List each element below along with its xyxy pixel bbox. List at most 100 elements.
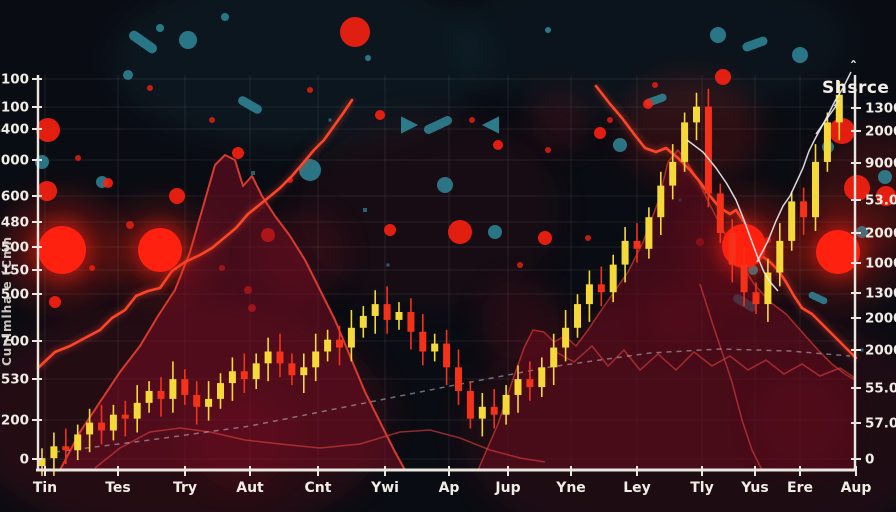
left-axis-tick-label: 4500 — [0, 240, 29, 256]
right-axis-tick-label: 1300 — [865, 101, 896, 117]
candle-body-up — [133, 402, 141, 419]
red-dot-particle — [448, 220, 472, 244]
candle-body-down — [98, 422, 105, 431]
red-dot-particle — [643, 99, 653, 109]
x-axis-tick-label: Tly — [690, 480, 713, 496]
teal-dot-particle — [613, 138, 627, 152]
x-axis-tick-label: Yne — [555, 480, 586, 496]
red-dot-particle — [49, 296, 61, 308]
red-dot-particle — [36, 118, 60, 142]
left-axis-tick-label: 1100 — [0, 72, 29, 88]
x-axis-tick-label: Yus — [740, 480, 768, 496]
candle-body-up — [312, 351, 320, 368]
red-dot-particle — [715, 69, 731, 85]
trend-line-falling — [594, 84, 858, 360]
left-axis-tick-label: 1500 — [0, 287, 29, 303]
x-axis-tick-label: Ley — [623, 480, 651, 496]
candle-body-up — [812, 161, 819, 218]
area-inner-line-steep_line — [699, 283, 763, 471]
x-axis-tick-label: Tin — [33, 480, 57, 496]
teal-square-particle — [328, 118, 332, 122]
candle-body-down — [240, 371, 248, 380]
teal-capsule-particle — [742, 36, 768, 52]
right-axis-tick-label: 9000 — [865, 156, 896, 172]
red-glow-dot — [816, 230, 860, 274]
right-axis-tick-label: 53.00 — [865, 193, 896, 209]
teal-capsule-particle — [128, 30, 158, 54]
candle-body-up — [621, 240, 629, 265]
red-dot-particle — [75, 155, 81, 161]
teal-dot-particle — [488, 225, 502, 239]
candle-body-down — [800, 201, 808, 218]
candle-body-up — [788, 201, 796, 241]
candle-body-up — [657, 185, 665, 218]
candle-body-up — [645, 217, 653, 249]
candle-body-down — [336, 339, 343, 348]
red-dot-particle — [469, 117, 475, 123]
right-axis-tick-label: 1000 — [865, 256, 896, 272]
candle-body-up — [38, 458, 46, 467]
x-axis-tick-label: Try — [173, 480, 197, 496]
teal-dot-particle — [365, 55, 371, 61]
candle-body-up — [478, 406, 486, 419]
dashed-baseline — [54, 348, 851, 453]
candle-body-up — [574, 304, 581, 328]
candle-body-up — [550, 347, 558, 368]
left-axis-tick-label: 2700 — [0, 334, 29, 350]
candle-body-up — [823, 122, 831, 162]
candle-body-down — [407, 312, 415, 332]
left-axis-tick-label: 1480 — [0, 215, 29, 231]
right-axis-title: Shsrce — [822, 78, 890, 98]
teal-capsule-particle — [238, 96, 262, 114]
candle-body-up — [217, 383, 224, 399]
teal-dot-particle — [179, 31, 197, 49]
teal-dot-particle — [123, 70, 133, 80]
candle-body-up — [74, 434, 82, 451]
red-dot-particle — [876, 186, 896, 206]
candle-body-up — [538, 367, 546, 388]
x-axis-tick-label: Aup — [841, 480, 872, 496]
x-axis-tick-label: Jup — [494, 480, 520, 496]
red-dot-particle — [844, 175, 870, 201]
candle-body-up — [669, 161, 677, 186]
candle-body-up — [776, 240, 784, 273]
red-dot-particle — [517, 262, 523, 268]
candle-body-up — [835, 94, 843, 123]
trend-line-rising — [36, 98, 354, 370]
teal-dot-particle — [545, 27, 551, 33]
teal-capsule-particle — [808, 291, 828, 305]
right-axis-tick-label: 0 — [865, 452, 874, 468]
teal-dot-particle — [156, 24, 164, 32]
x-axis-tick-label: Tes — [105, 480, 131, 496]
red-dot-particle — [37, 181, 57, 201]
teal-dot-particle — [878, 170, 892, 184]
left-axis-tick-label: 2100 — [0, 100, 29, 116]
x-axis-tick-label: Aut — [236, 480, 264, 496]
candle-body-up — [562, 327, 570, 348]
red-dot-particle — [384, 224, 396, 236]
candle-body-down — [276, 351, 284, 364]
teal-square-particle — [363, 208, 367, 212]
candle-body-down — [288, 363, 296, 376]
candle-body-down — [728, 233, 736, 265]
candle-body-down — [455, 367, 462, 391]
left-axis-tick-label: 6600 — [0, 189, 29, 205]
annotation-line-rising — [756, 71, 852, 263]
red-glow-dot — [138, 228, 182, 272]
candle-body-down — [62, 446, 70, 451]
candle-body-up — [145, 391, 153, 403]
teal-triangle-icon — [481, 116, 499, 134]
teal-dot-particle — [792, 47, 808, 63]
teal-dot-particle — [437, 177, 453, 193]
candle-body-down — [466, 391, 474, 419]
candle-body-up — [228, 371, 236, 384]
candle-body-up — [609, 264, 617, 293]
candle-body-down — [121, 414, 129, 419]
candle-body-down — [752, 292, 760, 305]
candle-body-down — [597, 284, 605, 293]
annotation-z-glyph: z — [833, 98, 840, 109]
area-inner-line-jag_line — [555, 344, 856, 379]
